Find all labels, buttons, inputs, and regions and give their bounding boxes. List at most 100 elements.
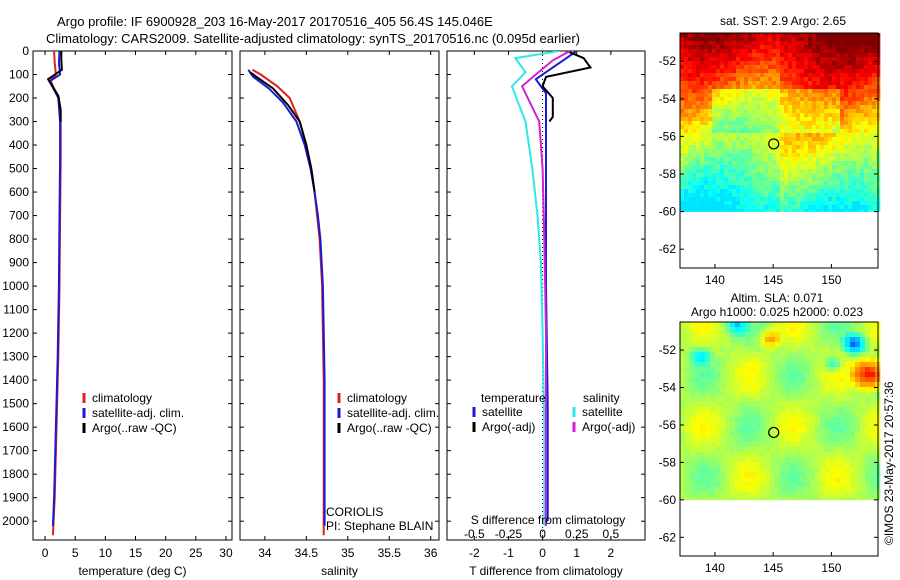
sla-cell	[850, 452, 856, 458]
sla-cell	[705, 417, 711, 423]
sla-cell	[700, 402, 706, 408]
sst-cell	[684, 105, 689, 110]
sst-cell	[844, 185, 849, 190]
sst-cell	[692, 181, 697, 186]
sla-cell	[680, 412, 686, 418]
sst-cell	[860, 125, 865, 130]
sst-cell	[680, 81, 685, 86]
sst-cell	[836, 137, 841, 142]
sst-cell	[680, 209, 685, 212]
sst-cell	[808, 93, 813, 98]
sst-cell	[872, 41, 877, 46]
sst-cell	[800, 197, 805, 202]
sst-cell	[856, 177, 861, 182]
sst-cell	[732, 165, 737, 170]
sst-cell	[804, 181, 809, 186]
sst-cell	[696, 197, 701, 202]
sst-frame	[679, 32, 879, 269]
sla-cell	[705, 492, 711, 498]
sst-cell	[768, 77, 773, 82]
sst-cell	[836, 117, 841, 122]
sst-cell	[804, 61, 809, 66]
sst-cell	[844, 173, 849, 178]
sst-cell	[780, 189, 785, 194]
sst-cell	[812, 201, 817, 206]
sst-cell	[716, 133, 721, 138]
sst-cell	[860, 37, 865, 42]
sla-cell	[870, 497, 876, 501]
sst-cell	[856, 97, 861, 102]
sst-cell	[704, 173, 709, 178]
sla-cell	[825, 352, 831, 358]
sst-cell	[784, 53, 789, 58]
sst-cell	[872, 65, 877, 70]
sla-cell	[715, 337, 721, 343]
sla-cell	[825, 462, 831, 468]
sst-cell	[692, 93, 697, 98]
sst-cell	[844, 161, 849, 166]
sst-cell	[812, 81, 817, 86]
sla-cell	[780, 352, 786, 358]
sla-cell	[835, 327, 841, 333]
sst-cell	[836, 169, 841, 174]
sst-cell	[796, 65, 801, 70]
sla-cell	[765, 497, 771, 501]
sla-cell	[800, 492, 806, 498]
sla-cell	[700, 482, 706, 488]
sst-cell	[708, 105, 713, 110]
sst-cell	[820, 37, 825, 42]
sla-cell	[750, 467, 756, 473]
sla-cell	[725, 477, 731, 483]
depth-tick-label: 800	[9, 232, 29, 246]
sst-cell	[864, 49, 869, 54]
sst-cell	[680, 137, 685, 142]
sst-cell	[744, 109, 749, 114]
sst-cell	[800, 33, 805, 38]
sla-cell	[760, 442, 766, 448]
sst-cell	[852, 149, 857, 154]
sla-cell	[845, 347, 851, 353]
sst-cell	[736, 209, 741, 212]
sst-cell	[764, 165, 769, 170]
sst-cell	[836, 65, 841, 70]
sst-cell	[800, 137, 805, 142]
sla-cell	[790, 427, 796, 433]
sst-cell	[796, 81, 801, 86]
sla-cell	[790, 412, 796, 418]
sst-cell	[684, 209, 689, 212]
sla-cell	[840, 357, 846, 363]
sla-cell	[725, 427, 731, 433]
sst-cell	[800, 37, 805, 42]
sst-cell	[768, 101, 773, 106]
sla-cell	[695, 377, 701, 383]
sla-cell	[790, 432, 796, 438]
sst-cell	[696, 73, 701, 78]
sst-cell	[748, 185, 753, 190]
sst-cell	[872, 93, 877, 98]
sla-cell	[840, 367, 846, 373]
sst-cell	[808, 169, 813, 174]
sla-cell	[845, 352, 851, 358]
sla-cell	[745, 417, 751, 423]
sla-cell	[815, 392, 821, 398]
x-tick-label: 1	[573, 546, 580, 560]
sst-cell	[800, 85, 805, 90]
sst-cell	[768, 41, 773, 46]
sst-cell	[728, 105, 733, 110]
sst-cell	[700, 169, 705, 174]
sst-cell	[688, 57, 693, 62]
sla-cell	[690, 442, 696, 448]
sst-cell	[680, 157, 685, 162]
sst-cell	[744, 81, 749, 86]
sla-cell	[760, 367, 766, 373]
sla-cell	[830, 447, 836, 453]
sla-cell	[845, 447, 851, 453]
sla-cell	[740, 437, 746, 443]
sst-cell	[856, 153, 861, 158]
sla-cell	[865, 347, 871, 353]
sst-cell	[804, 209, 809, 212]
sst-cell	[788, 33, 793, 38]
sst-cell	[860, 161, 865, 166]
sla-cell	[840, 452, 846, 458]
sst-cell	[808, 153, 813, 158]
